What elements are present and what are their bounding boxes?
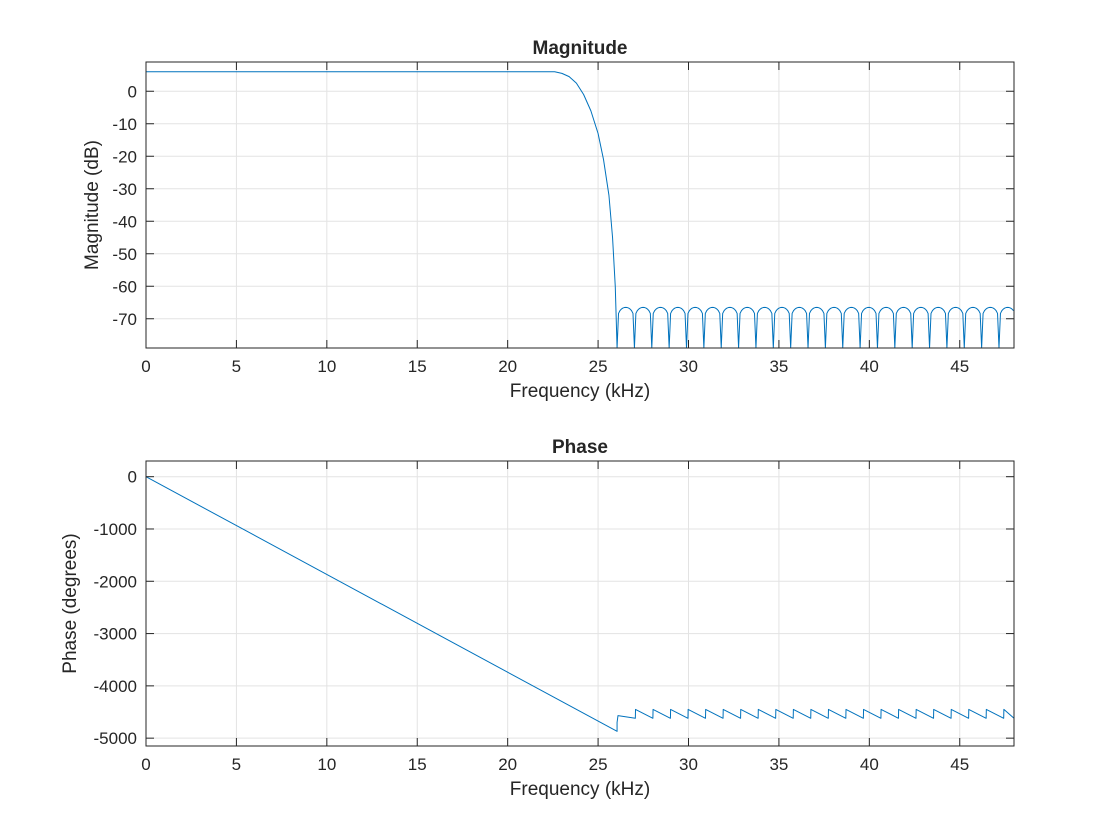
phase-y-tick-label: -2000 bbox=[94, 572, 137, 591]
phase-y-axis-label: Phase (degrees) bbox=[60, 533, 81, 673]
magnitude-x-tick-label: 25 bbox=[589, 357, 608, 376]
magnitude-x-tick-label: 30 bbox=[679, 357, 698, 376]
magnitude-y-tick-label: -10 bbox=[112, 115, 137, 134]
phase-title: Phase bbox=[552, 437, 608, 458]
magnitude-axes: 0 5 10 15 20 25 30 35 40 45 0 -10 -20 -30 -40 -50 -60 -70… bbox=[82, 38, 1015, 402]
phase-plot-area bbox=[146, 461, 1014, 746]
magnitude-y-tick-label: -20 bbox=[112, 147, 137, 166]
magnitude-x-tick-label: 15 bbox=[408, 357, 427, 376]
phase-y-tick-label: -3000 bbox=[94, 625, 137, 644]
magnitude-plot-area bbox=[146, 62, 1014, 348]
phase-y-tick-label: -4000 bbox=[94, 677, 137, 696]
magnitude-x-tick-label: 40 bbox=[860, 357, 879, 376]
magnitude-x-axis-label: Frequency (kHz) bbox=[510, 381, 650, 402]
phase-x-tick-label: 45 bbox=[950, 755, 969, 774]
phase-y-tick-label: 0 bbox=[128, 468, 137, 487]
phase-y-tick-label: -5000 bbox=[94, 729, 137, 748]
phase-x-tick-label: 15 bbox=[408, 755, 427, 774]
phase-x-tick-label: 35 bbox=[769, 755, 788, 774]
magnitude-x-tick-label: 5 bbox=[232, 357, 241, 376]
magnitude-title: Magnitude bbox=[533, 38, 628, 59]
magnitude-y-tick-label: -70 bbox=[112, 310, 137, 329]
phase-y-tick-label: -1000 bbox=[94, 520, 137, 539]
magnitude-x-tick-label: 35 bbox=[769, 357, 788, 376]
phase-x-tick-label: 25 bbox=[589, 755, 608, 774]
phase-x-tick-label: 5 bbox=[232, 755, 241, 774]
magnitude-series-line bbox=[146, 71, 1014, 349]
magnitude-y-tick-label: -30 bbox=[112, 180, 137, 199]
magnitude-x-tick-label: 10 bbox=[317, 357, 336, 376]
magnitude-y-tick-label: 0 bbox=[128, 82, 137, 101]
phase-axes-box bbox=[145, 460, 1015, 747]
magnitude-x-tick-label: 45 bbox=[950, 357, 969, 376]
magnitude-x-tick-label: 0 bbox=[141, 357, 150, 376]
magnitude-y-tick-label: -40 bbox=[112, 212, 137, 231]
phase-x-tick-label: 20 bbox=[498, 755, 517, 774]
magnitude-x-tick-label: 20 bbox=[498, 357, 517, 376]
magnitude-y-tick-label: -50 bbox=[112, 245, 137, 264]
phase-x-tick-label: 10 bbox=[317, 755, 336, 774]
magnitude-axes-box bbox=[145, 61, 1015, 349]
phase-x-tick-label: 30 bbox=[679, 755, 698, 774]
phase-series-line bbox=[145, 476, 1015, 732]
phase-axes: 0 5 10 15 20 25 30 35 40 45 0 -1000 -2000 -3000 -4000 -… bbox=[60, 437, 1015, 800]
magnitude-y-tick-label: -60 bbox=[112, 277, 137, 296]
magnitude-y-axis-label: Magnitude (dB) bbox=[82, 140, 103, 270]
phase-x-tick-label: 0 bbox=[141, 755, 150, 774]
phase-x-axis-label: Frequency (kHz) bbox=[510, 779, 650, 800]
phase-x-tick-label: 40 bbox=[860, 755, 879, 774]
